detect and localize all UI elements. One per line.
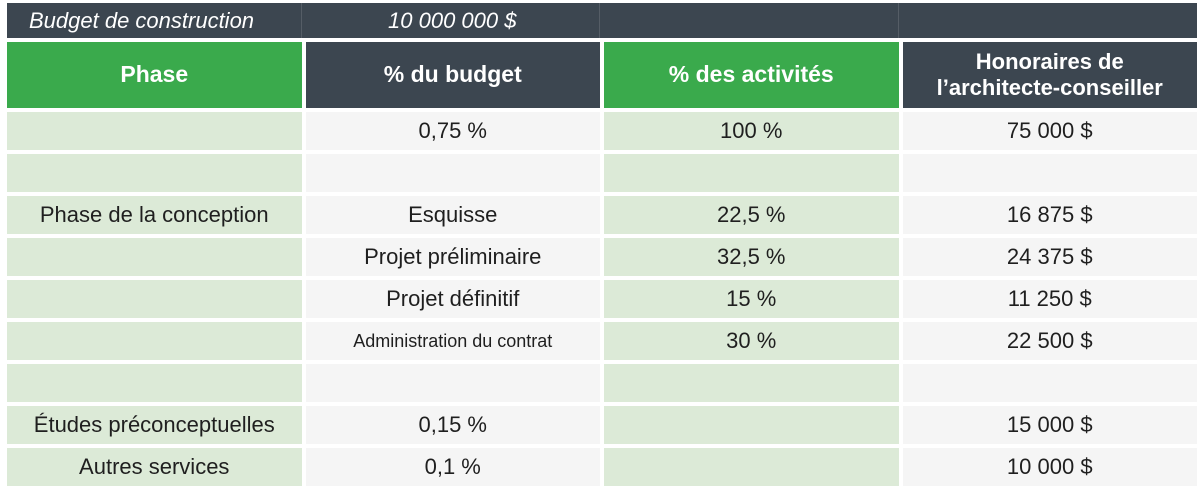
cell-activities-pct xyxy=(604,448,899,486)
header-phase: Phase xyxy=(7,42,302,108)
cell-budget-pct: 0,1 % xyxy=(305,448,600,486)
table-row: Études préconceptuelles 0,15 % 15 000 $ xyxy=(7,406,1197,444)
cell-activities-pct: 100 % xyxy=(604,112,899,150)
table-row: Administration du contrat 30 % 22 500 $ xyxy=(7,322,1197,360)
table-row xyxy=(7,154,1197,192)
cell-activities-pct: 15 % xyxy=(604,280,899,318)
cell-phase: Études préconceptuelles xyxy=(7,406,302,444)
cell-budget-pct xyxy=(305,364,600,402)
cell-budget-pct: Esquisse xyxy=(305,196,600,234)
cell-budget-pct: 0,15 % xyxy=(305,406,600,444)
cell-activities-pct: 22,5 % xyxy=(604,196,899,234)
cell-budget-pct: 0,75 % xyxy=(305,112,600,150)
header-fees: Honoraires de l’architecte-conseiller xyxy=(902,42,1197,108)
cell-fees: 16 875 $ xyxy=(902,196,1197,234)
cell-fees: 10 000 $ xyxy=(902,448,1197,486)
cell-fees: 75 000 $ xyxy=(902,112,1197,150)
cell-phase: Phase de la conception xyxy=(7,196,302,234)
cell-phase xyxy=(7,364,302,402)
cell-fees: 22 500 $ xyxy=(902,322,1197,360)
cell-budget-pct: Projet définitif xyxy=(305,280,600,318)
table-row xyxy=(7,364,1197,402)
cell-budget-pct: Administration du contrat xyxy=(305,322,600,360)
cell-fees xyxy=(902,364,1197,402)
cell-budget-pct: Projet préliminaire xyxy=(305,238,600,276)
cell-fees xyxy=(902,154,1197,192)
header-activities-pct: % des activités xyxy=(604,42,899,108)
cell-phase xyxy=(7,280,302,318)
cell-phase xyxy=(7,238,302,276)
table-row: Projet préliminaire 32,5 % 24 375 $ xyxy=(7,238,1197,276)
table-row: Projet définitif 15 % 11 250 $ xyxy=(7,280,1197,318)
budget-banner: Budget de construction 10 000 000 $ xyxy=(7,3,1197,38)
cell-phase xyxy=(7,154,302,192)
cell-phase xyxy=(7,322,302,360)
table-row: 0,75 % 100 % 75 000 $ xyxy=(7,112,1197,150)
table-row: Autres services 0,1 % 10 000 $ xyxy=(7,448,1197,486)
cell-budget-pct xyxy=(305,154,600,192)
banner-spacer xyxy=(903,3,1198,38)
cell-activities-pct xyxy=(604,364,899,402)
banner-spacer xyxy=(604,3,899,38)
budget-value: 10 000 000 $ xyxy=(306,3,600,38)
cell-activities-pct xyxy=(604,406,899,444)
cell-activities-pct: 30 % xyxy=(604,322,899,360)
cell-phase: Autres services xyxy=(7,448,302,486)
table-header: Phase % du budget % des activités Honora… xyxy=(7,42,1197,108)
budget-label: Budget de construction xyxy=(7,3,302,38)
cell-activities-pct: 32,5 % xyxy=(604,238,899,276)
header-budget-pct: % du budget xyxy=(305,42,600,108)
table-row: Phase de la conception Esquisse 22,5 % 1… xyxy=(7,196,1197,234)
cell-fees: 11 250 $ xyxy=(902,280,1197,318)
cell-fees: 15 000 $ xyxy=(902,406,1197,444)
cell-phase xyxy=(7,112,302,150)
cell-activities-pct xyxy=(604,154,899,192)
cell-fees: 24 375 $ xyxy=(902,238,1197,276)
